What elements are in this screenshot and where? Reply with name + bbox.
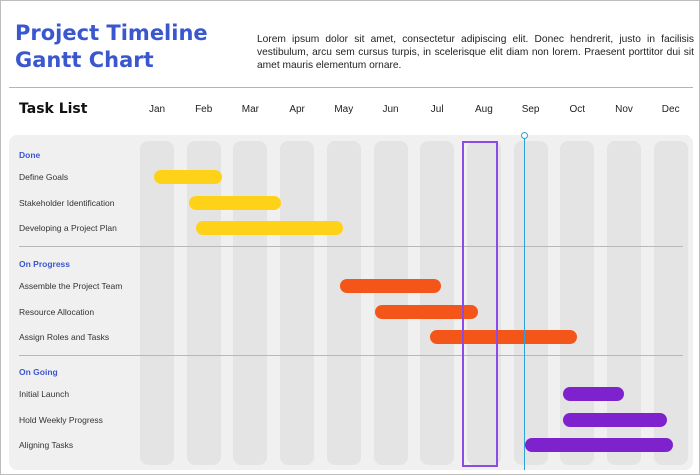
month-label-jun: Jun <box>382 104 399 115</box>
month-column-oct <box>560 141 595 465</box>
task-label: Assemble the Project Team <box>19 281 123 291</box>
section-divider <box>19 246 683 247</box>
task-label: Developing a Project Plan <box>19 223 117 234</box>
task-label: Aligning Tasks <box>19 440 74 451</box>
month-column-aug <box>466 141 501 465</box>
month-column-sep <box>513 141 548 465</box>
task-label: Define Goals <box>19 172 69 182</box>
title-line-2: Gantt Chart <box>15 48 154 72</box>
highlighted-month-box <box>461 141 498 467</box>
page-title: Project Timeline Gantt Chart <box>15 20 208 74</box>
task-bar <box>189 195 282 210</box>
month-column-jun <box>373 141 408 465</box>
month-label-jul: Jul <box>430 104 444 115</box>
month-label-feb: Feb <box>195 104 213 115</box>
month-column-nov <box>607 141 641 465</box>
month-column-dec <box>653 141 688 465</box>
task-bar <box>562 387 624 401</box>
task-bar <box>375 304 478 319</box>
month-column-feb <box>186 141 221 465</box>
task-bar <box>430 330 577 345</box>
task-label: Resource Allocation <box>19 306 95 317</box>
month-label-jan: Jan <box>148 104 166 115</box>
month-column-may <box>326 141 361 465</box>
month-label-oct: Oct <box>569 104 586 115</box>
month-label-nov: Nov <box>615 104 633 115</box>
month-column-apr <box>280 141 315 465</box>
month-label-may: May <box>334 104 354 115</box>
section-divider <box>19 355 683 356</box>
task-label: Initial Launch <box>19 389 70 399</box>
month-label-mar: Mar <box>241 104 259 115</box>
month-label-aug: Aug <box>474 104 493 115</box>
task-bar <box>154 170 222 184</box>
section-label: On Progress <box>19 259 71 269</box>
month-label-apr: Apr <box>289 104 305 115</box>
month-column-mar <box>233 141 268 465</box>
task-label: Assign Roles and Tasks <box>19 332 110 343</box>
month-column-jan <box>140 141 174 465</box>
title-line-1: Project Timeline <box>15 21 208 45</box>
today-marker <box>520 132 528 139</box>
task-label: Hold Weekly Progress <box>19 414 103 425</box>
task-bar <box>340 279 441 293</box>
task-bar <box>196 221 343 236</box>
header-divider <box>9 87 693 88</box>
month-label-dec: Dec <box>661 104 680 115</box>
section-label: Done <box>19 150 41 160</box>
today-line <box>523 137 526 470</box>
month-column-jul <box>420 141 455 465</box>
description: Lorem ipsum dolor sit amet, consectetur … <box>257 34 694 71</box>
task-list-label: Task List <box>19 101 88 117</box>
task-bar <box>562 412 667 427</box>
task-bar <box>524 438 674 453</box>
section-label: On Going <box>19 367 58 377</box>
task-label: Stakeholder Identification <box>19 197 115 208</box>
month-label-sep: Sep <box>521 104 540 115</box>
